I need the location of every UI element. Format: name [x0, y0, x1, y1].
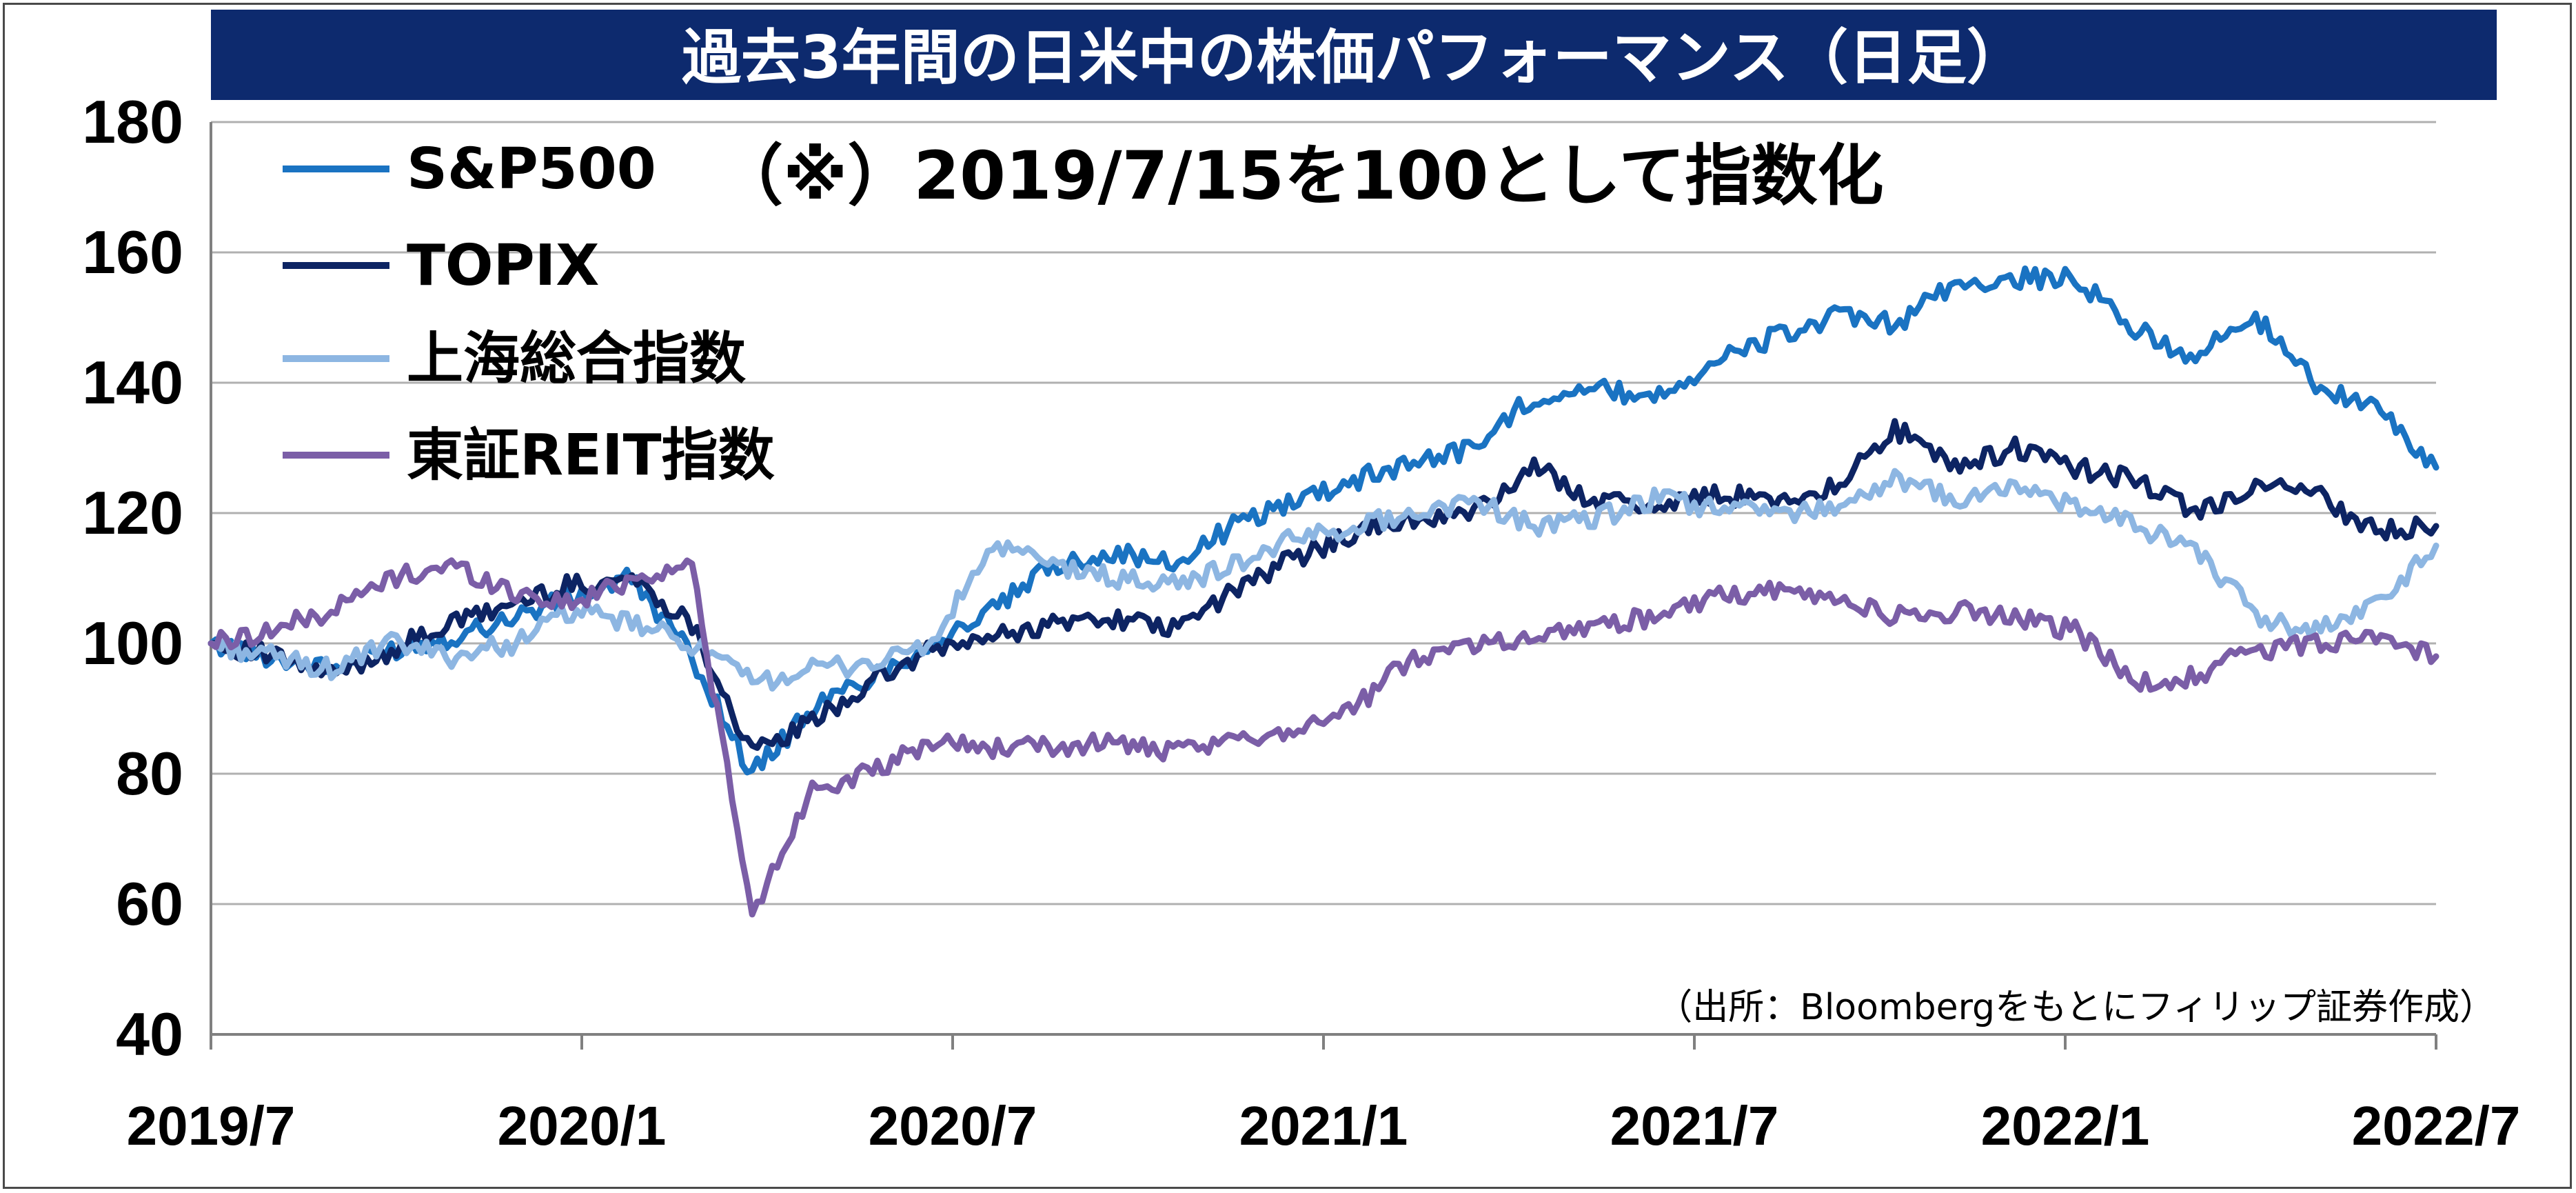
- series-line-1: [207, 418, 2440, 751]
- y-tick-label: 80: [116, 739, 183, 808]
- series-line-2: [207, 468, 2440, 692]
- x-tick-labels: 2019/7 2020/1 2020/7 2021/1 2021/7 2022/1 2022…: [127, 1034, 2521, 1156]
- gridlines: [211, 121, 2436, 905]
- x-tick-label: 2021/7: [1610, 1095, 1779, 1156]
- index-annotation: （※）2019/7/15を100として指数化: [717, 137, 1884, 214]
- y-tick-label: 40: [116, 1000, 183, 1068]
- series-lines: [207, 265, 2440, 918]
- y-tick-label: 60: [116, 870, 183, 938]
- legend-label: 上海総合指数: [407, 326, 746, 392]
- y-tick-label: 160: [82, 218, 183, 286]
- y-tick-label: 120: [82, 479, 183, 547]
- legend-label: 東証REIT指数: [407, 423, 775, 488]
- x-tick-label: 2019/7: [127, 1095, 296, 1156]
- x-tick-label: 2021/1: [1239, 1095, 1408, 1156]
- y-tick-label: 140: [82, 348, 183, 417]
- legend-label: TOPIX: [407, 233, 599, 299]
- chart-title: 過去3年間の日米中の株価パフォーマンス（日足）: [682, 23, 2026, 92]
- x-tick-label: 2022/7: [2352, 1095, 2521, 1156]
- title-bar: [211, 10, 2497, 100]
- source-note: （出所：Bloombergをもとにフィリップ証券作成）: [1656, 987, 2495, 1028]
- y-tick-label: 180: [82, 88, 183, 156]
- legend-label: S&P500: [407, 137, 656, 202]
- y-tick-labels: 180 160 140 120 100 80 60 40: [82, 88, 183, 1068]
- x-tick-label: 2022/1: [1981, 1095, 2150, 1156]
- x-tick-label: 2020/7: [869, 1095, 1037, 1156]
- chart-frame: [3, 3, 2572, 1189]
- x-tick-label: 2020/1: [498, 1095, 667, 1156]
- series-line-3: [207, 557, 2440, 918]
- y-tick-label: 100: [82, 609, 183, 677]
